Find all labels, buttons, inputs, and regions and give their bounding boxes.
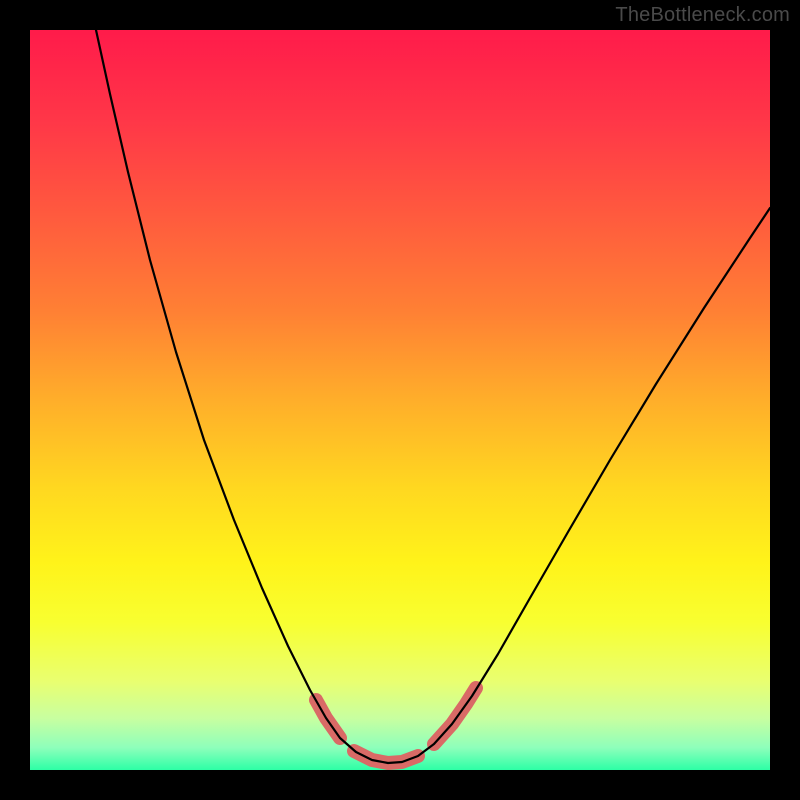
bottleneck-chart xyxy=(0,0,800,800)
watermark-text: TheBottleneck.com xyxy=(615,4,790,27)
gradient-background xyxy=(30,30,770,770)
